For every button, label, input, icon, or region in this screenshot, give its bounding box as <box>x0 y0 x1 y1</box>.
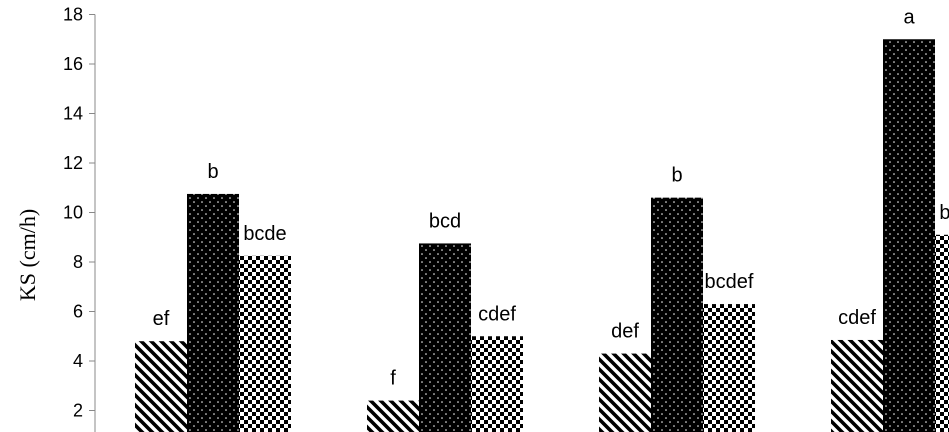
data-label: cdef <box>838 307 876 329</box>
bar <box>651 197 703 432</box>
bar <box>471 336 523 432</box>
y-tick-label: 8 <box>73 252 83 272</box>
bar <box>367 400 419 432</box>
y-tick-label: 4 <box>73 351 83 371</box>
y-tick-label: 12 <box>63 153 83 173</box>
bars <box>135 39 949 432</box>
data-label: bcdef <box>705 271 754 293</box>
y-axis-label: KS (cm/h) <box>15 209 40 301</box>
bar <box>831 339 883 432</box>
bar <box>239 255 291 432</box>
y-tick-label: 16 <box>63 54 83 74</box>
data-label: f <box>390 368 396 390</box>
bar <box>599 353 651 432</box>
data-label: b <box>671 165 682 187</box>
data-labels: efbbcdefbcdcdefdefbbcdefcdefabcde <box>153 6 949 389</box>
axes: 2 4 6 8 10 12 14 16 18 <box>63 5 96 432</box>
bar <box>187 193 239 432</box>
data-label: a <box>903 6 915 28</box>
data-label: ef <box>153 308 170 330</box>
bar <box>935 234 949 432</box>
y-tick-label: 6 <box>73 302 83 322</box>
data-label: def <box>611 321 639 343</box>
data-label: cdef <box>478 303 516 325</box>
data-label: bcde <box>243 223 286 245</box>
y-tick-label: 14 <box>63 104 83 124</box>
data-label: bcd <box>429 210 461 232</box>
y-tick-label: 2 <box>73 401 83 421</box>
y-tick-label: 18 <box>63 5 83 25</box>
data-label: bcde <box>939 202 949 224</box>
data-label: b <box>207 161 218 183</box>
bar <box>419 243 471 432</box>
y-tick-label: 10 <box>63 203 83 223</box>
bar <box>135 341 187 432</box>
bar <box>883 39 935 432</box>
bar <box>703 304 755 432</box>
